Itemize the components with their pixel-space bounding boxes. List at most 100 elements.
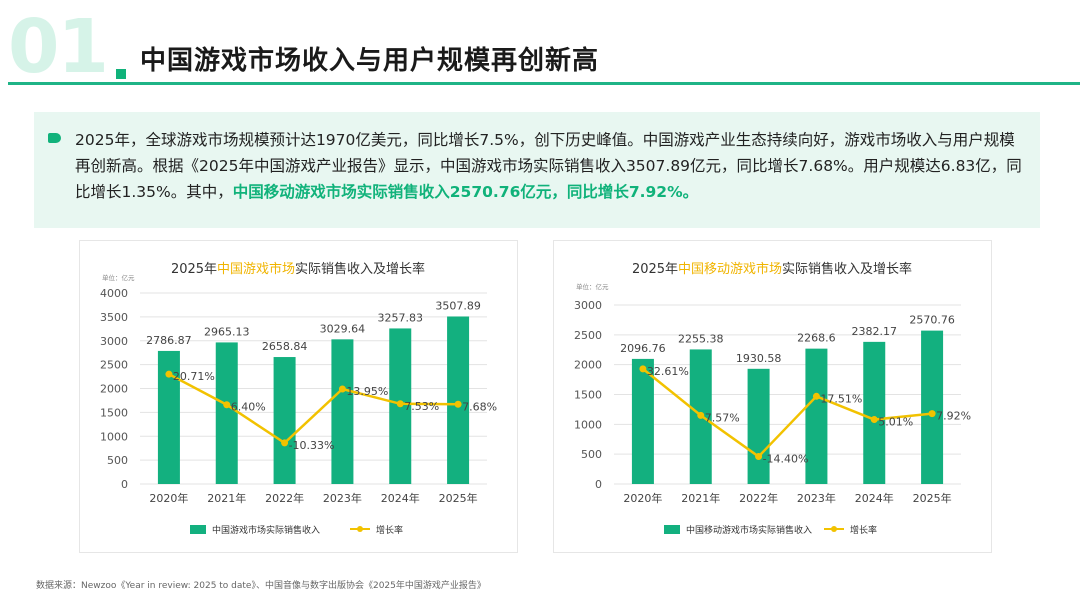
title-dot	[116, 69, 126, 79]
y-tick-label: 1000	[100, 430, 128, 443]
y-tick-label: 1500	[574, 389, 602, 402]
legend-line-label: 增长率	[850, 524, 877, 536]
x-tick-label: 2022年	[265, 491, 304, 505]
bar-value-label: 2096.76	[620, 342, 666, 355]
chart-game-market: 2025年中国游戏市场实际销售收入及增长率单位：亿元05001000150020…	[100, 261, 497, 536]
bar-value-label: 2965.13	[204, 325, 250, 338]
bar-5	[863, 341, 886, 484]
growth-rate-point	[396, 400, 404, 408]
bar-3	[747, 368, 770, 484]
y-tick-label: 2500	[574, 329, 602, 342]
growth-rate-point	[281, 439, 289, 447]
chart-title-prefix: 2025年	[171, 262, 217, 277]
growth-rate-label: 7.68%	[462, 400, 497, 413]
chart-unit-label: 单位：亿元	[102, 273, 135, 282]
y-tick-label: 0	[121, 478, 128, 491]
y-tick-label: 500	[107, 454, 128, 467]
x-tick-label: 2024年	[855, 491, 894, 505]
chart-title: 2025年中国移动游戏市场实际销售收入及增长率	[632, 261, 912, 277]
y-tick-label: 2000	[574, 359, 602, 372]
y-tick-label: 1000	[574, 418, 602, 431]
x-tick-label: 2025年	[439, 491, 478, 505]
section-number: 01	[8, 4, 109, 90]
growth-rate-point	[223, 401, 231, 409]
bar-value-label: 2268.6	[797, 332, 836, 345]
y-tick-label: 500	[581, 448, 602, 461]
chart-title-suffix: 实际销售收入及增长率	[782, 261, 912, 277]
bar-value-label: 3257.83	[378, 311, 424, 324]
intro-highlight: 中国移动游戏市场实际销售收入2570.76亿元，同比增长7.92%。	[232, 183, 699, 201]
growth-rate-label: 7.57%	[705, 411, 740, 424]
intro-text: 2025年，全球游戏市场规模预计达1970亿美元，同比增长7.5%，创下历史峰值…	[75, 127, 1030, 205]
x-tick-label: 2024年	[381, 491, 420, 505]
bar-value-label: 2658.84	[262, 340, 308, 353]
growth-rate-label: 20.71%	[173, 370, 215, 383]
legend-bar-swatch	[190, 525, 206, 534]
growth-rate-label: 7.92%	[936, 410, 971, 423]
bar-2	[215, 342, 238, 484]
chart-panel-mobile-game-market: 2025年中国移动游戏市场实际销售收入及增长率单位：亿元 0 500 1000 1500…	[553, 240, 992, 553]
legend-line-marker	[831, 526, 837, 532]
x-tick-label: 2022年	[739, 491, 778, 505]
growth-rate-label: -14.40%	[763, 453, 809, 466]
bar-value-label: 2570.76	[909, 314, 955, 327]
growth-rate-point	[870, 416, 878, 424]
data-source: 数据来源：Newzoo《Year in review: 2025 to date…	[36, 581, 486, 591]
chart-panel-game-market: 2025年中国游戏市场实际销售收入及增长率 单位：亿元 0 500 1000 1500 20…	[79, 240, 518, 553]
legend-bar-swatch	[664, 525, 680, 534]
bar-value-label: 3029.64	[320, 322, 366, 335]
bar-value-label: 2786.87	[146, 334, 192, 347]
growth-rate-line	[168, 373, 459, 445]
growth-rate-point	[639, 365, 647, 373]
title-underline	[8, 82, 1080, 85]
growth-rate-point	[755, 453, 763, 461]
bar-4	[331, 339, 354, 484]
bar-6	[921, 330, 944, 484]
chart-title-suffix: 实际销售收入及增长率	[295, 261, 425, 277]
growth-rate-label: 17.51%	[820, 392, 862, 405]
y-tick-label: 0	[595, 478, 602, 491]
bar-value-label: 2255.38	[678, 332, 724, 345]
chart-title-prefix: 2025年	[632, 262, 678, 277]
page-title: 中国游戏市场收入与用户规模再创新高	[140, 46, 600, 76]
y-tick-label: 4000	[100, 287, 128, 300]
bar-value-label: 2382.17	[852, 325, 898, 338]
bar-6	[447, 316, 470, 484]
legend-line-label: 增长率	[376, 524, 403, 536]
intro-box	[34, 112, 1040, 228]
y-tick-label: 3000	[100, 335, 128, 348]
x-tick-label: 2023年	[797, 491, 836, 505]
chart-title: 2025年中国游戏市场实际销售收入及增长率	[171, 261, 425, 277]
bar-1	[157, 350, 180, 484]
bar-3	[273, 357, 296, 484]
legend-line-marker	[357, 526, 363, 532]
legend-bar-label: 中国游戏市场实际销售收入	[212, 524, 320, 536]
growth-rate-label: 7.53%	[404, 400, 439, 413]
growth-rate-point	[454, 400, 462, 408]
x-tick-label: 2020年	[623, 491, 662, 505]
growth-rate-label: 13.95%	[346, 385, 388, 398]
growth-rate-line	[642, 367, 933, 459]
intro-body: 2025年，全球游戏市场规模预计达1970亿美元，同比增长7.5%，创下历史峰值…	[75, 131, 1022, 201]
y-tick-label: 3500	[100, 311, 128, 324]
bar-value-label: 1930.58	[736, 352, 782, 365]
growth-rate-label: -10.33%	[289, 439, 335, 452]
y-tick-label: 3000	[574, 299, 602, 312]
x-tick-label: 2021年	[681, 491, 720, 505]
bar-value-label: 3507.89	[435, 299, 481, 312]
chart-title-highlight: 中国移动游戏市场	[678, 261, 782, 277]
chart-title-highlight: 中国游戏市场	[217, 261, 295, 277]
bar-1	[631, 358, 654, 484]
legend-bar-label: 中国移动游戏市场实际销售收入	[686, 524, 812, 536]
growth-rate-point	[928, 410, 936, 418]
growth-rate-point	[812, 392, 820, 400]
growth-rate-label: 32.61%	[647, 365, 689, 378]
x-tick-label: 2020年	[149, 491, 188, 505]
growth-rate-point	[697, 411, 705, 419]
x-tick-label: 2023年	[323, 491, 362, 505]
chart-unit-label: 单位：亿元	[576, 282, 609, 291]
intro-marker-icon	[48, 133, 61, 143]
growth-rate-point	[165, 370, 173, 378]
growth-rate-label: 5.01%	[878, 416, 913, 429]
